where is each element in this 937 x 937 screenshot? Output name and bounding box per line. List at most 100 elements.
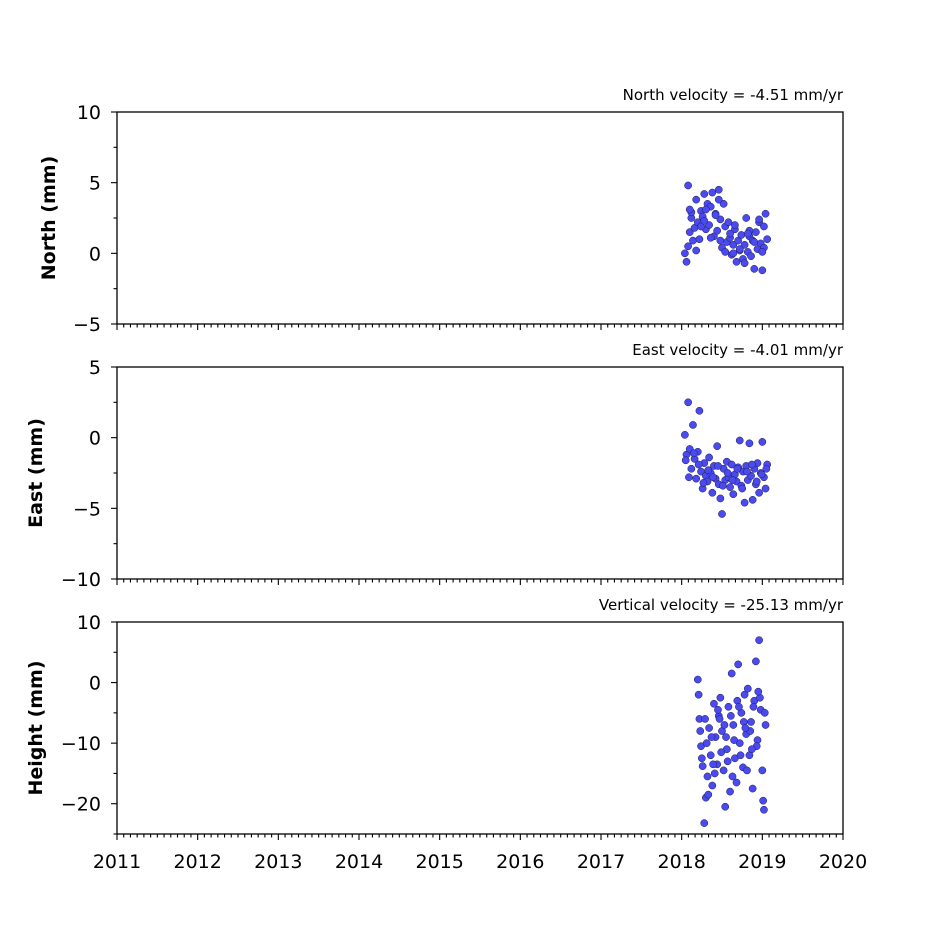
height-y-tick-label: −20 [61,794,101,816]
height-panel-title: Vertical velocity = -25.13 mm/yr [599,596,844,614]
data-point [697,754,706,763]
north-x-ticks [111,111,844,330]
data-point [681,249,689,258]
data-point [684,242,692,251]
data-point [760,222,768,231]
data-point [750,265,759,273]
data-point [723,757,732,766]
x-tick-label: 2019 [738,851,786,873]
data-point [682,257,691,266]
height-y-tick-label: 0 [89,673,101,695]
data-point [732,257,741,266]
data-point [758,248,767,256]
data-point [747,718,755,726]
data-point [694,690,703,699]
x-tick-label: 2020 [819,851,867,873]
data-point [695,406,704,415]
data-point [729,241,738,249]
data-point [755,636,763,645]
data-point [762,464,771,473]
north-panel-title: North velocity = -4.51 mm/yr [623,86,844,104]
data-point [705,453,713,462]
height-y-tick-label: 10 [77,612,101,634]
x-axis: 2011 2012 2013 2014 2015 2016 2017 2018 … [93,851,867,873]
data-point [696,727,705,735]
data-point [700,190,709,198]
data-point [721,248,730,256]
data-point [707,733,716,741]
data-point [702,205,710,214]
east-y-tick-label: −5 [73,498,101,520]
data-point [740,259,749,268]
east-points [681,398,772,518]
x-tick-label: 2012 [173,851,221,873]
height-points [693,636,770,827]
data-point [758,438,767,446]
data-point [761,209,770,218]
data-point [752,228,760,236]
north-y-tick-label: 5 [89,173,101,195]
north-y-tick-label: 10 [77,102,101,124]
data-point [693,675,702,684]
data-point [727,712,735,720]
data-point [759,796,767,805]
data-point [747,252,755,261]
data-point [735,702,743,711]
data-point [743,229,752,238]
data-point [714,462,722,470]
data-point [728,476,737,484]
data-point [706,751,715,760]
data-point [734,660,742,669]
data-point [701,715,709,723]
x-tick-label: 2011 [93,851,141,873]
east-y-tick-label: 5 [89,357,101,379]
north-y-tick-label: 0 [89,243,101,265]
data-point [726,787,734,796]
data-point [695,235,704,244]
data-point [716,215,725,224]
east-panel-title: East velocity = -4.01 mm/yr [632,341,844,359]
data-point [755,215,763,224]
data-point [731,221,739,229]
data-point [749,702,758,711]
north-y-axis: −5 0 5 10 [73,102,101,336]
x-tick-label: 2016 [496,851,544,873]
data-point [718,481,727,490]
data-point [729,249,738,258]
x-tick-label: 2015 [415,851,463,873]
data-point [685,473,693,482]
data-point [684,181,692,190]
data-point [761,721,770,729]
north-points [681,181,772,275]
height-x-ticks [111,621,844,840]
data-point [687,464,696,473]
data-point [763,235,772,244]
data-point [681,456,690,465]
data-point [758,266,767,275]
data-point [730,736,738,744]
data-point [697,467,705,476]
data-point [740,498,749,507]
data-point [743,684,752,693]
data-point [714,185,723,194]
data-point [716,693,725,702]
data-point [702,739,711,747]
data-point [755,488,763,497]
data-point [715,715,724,723]
x-tick-label: 2013 [254,851,302,873]
data-point [708,488,717,497]
data-point [719,200,728,208]
data-point [735,436,744,445]
data-point [740,690,749,699]
data-point [723,469,732,477]
height-y-axis-label: Height (mm) [25,660,47,795]
north-y-tick-label: −5 [73,314,101,336]
data-point [692,474,701,483]
data-point [726,229,734,238]
data-point [761,484,770,493]
data-point [704,466,713,475]
data-point [740,241,749,249]
data-point [743,766,751,775]
data-point [721,802,730,811]
data-point [738,484,747,493]
